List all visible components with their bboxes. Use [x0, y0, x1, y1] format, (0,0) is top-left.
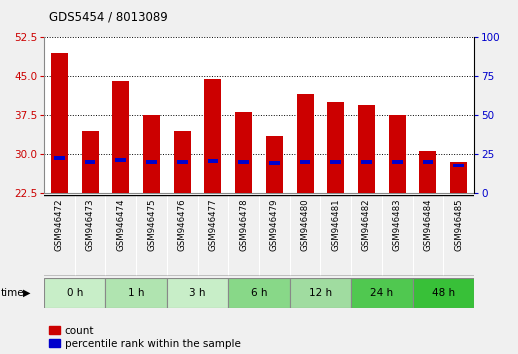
Text: 3 h: 3 h: [190, 288, 206, 298]
Text: 0 h: 0 h: [66, 288, 83, 298]
Bar: [361, 160, 372, 164]
Bar: [85, 160, 95, 164]
Bar: [392, 160, 402, 164]
Text: GSM946474: GSM946474: [117, 199, 125, 251]
Bar: [238, 160, 249, 164]
Bar: [269, 161, 280, 165]
Bar: [300, 160, 310, 164]
Text: GSM946475: GSM946475: [147, 199, 156, 251]
Text: GSM946478: GSM946478: [239, 199, 248, 251]
Text: time: time: [1, 288, 24, 298]
Bar: [412, 278, 474, 308]
Bar: [205, 79, 221, 193]
Text: GSM946473: GSM946473: [85, 199, 95, 251]
Text: GDS5454 / 8013089: GDS5454 / 8013089: [49, 10, 168, 23]
Text: GSM946472: GSM946472: [55, 199, 64, 251]
Text: GSM946482: GSM946482: [362, 199, 371, 251]
Text: 1 h: 1 h: [128, 288, 145, 298]
Text: GSM946477: GSM946477: [208, 199, 218, 251]
Text: GSM946480: GSM946480: [300, 199, 310, 251]
Bar: [266, 136, 283, 193]
Legend: count, percentile rank within the sample: count, percentile rank within the sample: [49, 326, 241, 349]
Bar: [290, 278, 351, 308]
Bar: [44, 278, 106, 308]
Text: GSM946485: GSM946485: [454, 199, 463, 251]
Bar: [177, 160, 188, 164]
Bar: [330, 160, 341, 164]
Bar: [54, 156, 65, 160]
Bar: [327, 102, 344, 193]
Bar: [106, 278, 167, 308]
Text: 12 h: 12 h: [309, 288, 332, 298]
Bar: [297, 94, 313, 193]
Bar: [235, 113, 252, 193]
Text: ▶: ▶: [23, 288, 31, 298]
Bar: [453, 164, 464, 167]
Bar: [112, 81, 130, 193]
Bar: [351, 278, 412, 308]
Bar: [420, 152, 436, 193]
Text: GSM946476: GSM946476: [178, 199, 186, 251]
Text: GSM946484: GSM946484: [423, 199, 433, 251]
Bar: [167, 278, 228, 308]
Text: GSM946483: GSM946483: [393, 199, 401, 251]
Text: GSM946481: GSM946481: [332, 199, 340, 251]
Bar: [143, 115, 160, 193]
Text: 6 h: 6 h: [251, 288, 267, 298]
Text: 24 h: 24 h: [370, 288, 393, 298]
Bar: [51, 53, 68, 193]
Bar: [146, 160, 157, 164]
Bar: [116, 158, 126, 162]
Bar: [388, 115, 406, 193]
Text: 48 h: 48 h: [431, 288, 455, 298]
Bar: [82, 131, 98, 193]
Bar: [208, 159, 218, 162]
Bar: [228, 278, 290, 308]
Bar: [358, 105, 375, 193]
Bar: [450, 162, 467, 193]
Text: GSM946479: GSM946479: [270, 199, 279, 251]
Bar: [423, 160, 433, 164]
Bar: [174, 131, 191, 193]
